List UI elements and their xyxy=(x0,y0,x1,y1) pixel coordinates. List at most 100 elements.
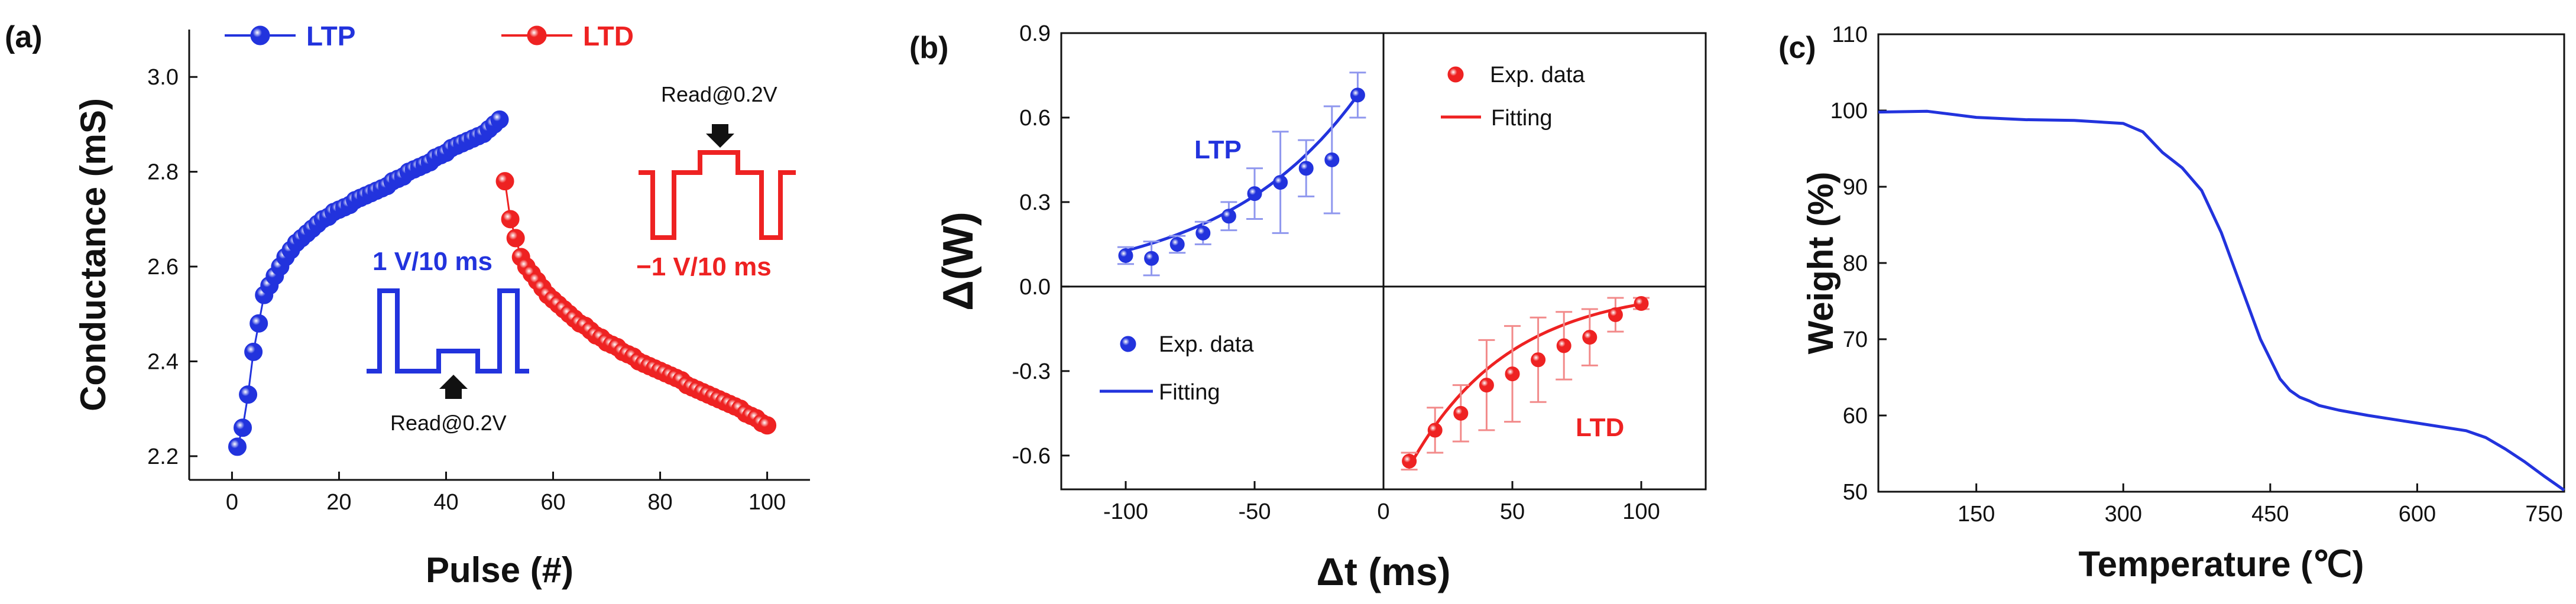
ltd-label: LTD xyxy=(1576,413,1624,442)
ltp-fit-curve xyxy=(1125,94,1359,252)
y-tick-label: 80 xyxy=(1843,251,1868,276)
ltd-read-label: Read@0.2V xyxy=(661,82,777,106)
x-tick-label: 100 xyxy=(749,490,786,515)
y-tick-label: -0.6 xyxy=(1012,444,1051,469)
ltp-pulse-label: 1 V/10 ms xyxy=(372,247,492,276)
panel-b: (b) -0.6 -0.3 0.0 0.3 0.6 0.9 -100 -50 0 50 100 Δt … xyxy=(909,21,1707,593)
legend-label: Exp. data xyxy=(1490,63,1585,87)
x-tick-label: -100 xyxy=(1103,499,1148,524)
data-point xyxy=(1221,209,1236,224)
x-tick-label: 20 xyxy=(326,490,351,515)
data-point xyxy=(1298,161,1314,176)
data-point xyxy=(1634,295,1649,311)
ltd-fit-curve xyxy=(1408,303,1642,468)
x-tick-label: 450 xyxy=(2251,502,2289,527)
ltd-read-arrow xyxy=(706,124,734,148)
data-point xyxy=(1118,248,1133,263)
legend-label: Exp. data xyxy=(1159,332,1254,357)
legend-marker xyxy=(527,25,547,46)
data-point xyxy=(1582,330,1598,345)
panel-a: (a) 2.2 2.4 2.6 2.8 3.0 0 20 40 60 80 100 Pulse (#)… xyxy=(5,20,810,590)
y-axis-title: Conductance (mS) xyxy=(73,98,113,411)
data-point xyxy=(1144,251,1159,266)
x-axis-title: Temperature (℃) xyxy=(2078,544,2364,584)
data-point xyxy=(239,385,258,404)
y-axis-title: Weight (%) xyxy=(1801,172,1841,355)
data-point xyxy=(1273,175,1288,190)
data-point xyxy=(501,210,520,229)
x-axis-title: Pulse (#) xyxy=(426,550,573,590)
data-point xyxy=(758,416,777,435)
data-point xyxy=(490,110,509,129)
y-tick-label: 0.9 xyxy=(1019,21,1051,46)
ltd-pulse-label: −1 V/10 ms xyxy=(636,252,772,281)
data-point xyxy=(244,342,263,361)
data-point xyxy=(1427,423,1443,438)
y-tick-label: 0.0 xyxy=(1019,275,1051,300)
data-point xyxy=(250,314,268,333)
y-tick-label: 0.6 xyxy=(1019,106,1051,131)
x-tick-label: 40 xyxy=(433,490,458,515)
x-tick-label: -50 xyxy=(1239,499,1271,524)
x-tick-label: 100 xyxy=(1622,499,1660,524)
y-tick-label: 60 xyxy=(1843,404,1868,428)
legend-label: Fitting xyxy=(1159,380,1220,405)
x-axis-title: Δt (ms) xyxy=(1316,550,1450,593)
x-tick-label: 80 xyxy=(647,490,672,515)
data-point xyxy=(1531,352,1546,368)
y-tick-label: 70 xyxy=(1843,327,1868,352)
x-tick-label: 60 xyxy=(540,490,565,515)
ltp-read-label: Read@0.2V xyxy=(390,411,507,435)
data-point xyxy=(495,172,514,191)
y-tick-label: 50 xyxy=(1843,480,1868,505)
x-tick-label: 300 xyxy=(2105,502,2142,527)
x-tick-label: 600 xyxy=(2399,502,2436,527)
x-tick-label: 0 xyxy=(226,490,238,515)
data-point xyxy=(1479,378,1494,393)
data-point xyxy=(506,229,525,248)
legend-label: Fitting xyxy=(1491,106,1552,131)
data-point xyxy=(1350,87,1365,103)
y-tick-label: -0.3 xyxy=(1012,359,1051,384)
y-tick-label: 0.3 xyxy=(1019,190,1051,215)
plot-frame xyxy=(1877,33,2565,493)
y-tick-label: 90 xyxy=(1843,175,1868,200)
panel-a-label: (a) xyxy=(5,20,43,54)
data-point xyxy=(1556,338,1571,353)
data-point xyxy=(1505,366,1520,382)
data-point xyxy=(1247,186,1262,202)
data-point xyxy=(234,418,252,437)
x-tick-label: 50 xyxy=(1500,499,1525,524)
x-tick-label: 0 xyxy=(1377,499,1389,524)
data-point xyxy=(1453,405,1469,421)
y-tick-label: 110 xyxy=(1832,22,1868,47)
y-tick-label: 2.6 xyxy=(147,255,179,280)
ltp-read-arrow xyxy=(439,375,468,399)
panel-b-label: (b) xyxy=(909,31,948,65)
data-point xyxy=(1169,236,1185,252)
y-tick-label: 2.2 xyxy=(147,444,179,469)
data-point xyxy=(1324,152,1340,167)
legend-marker xyxy=(250,25,270,46)
tga-curve xyxy=(1878,109,2565,492)
data-point xyxy=(228,437,247,456)
ltp-pulse-waveform xyxy=(367,288,529,374)
legend-marker xyxy=(1447,66,1464,83)
data-point xyxy=(1195,225,1211,241)
ltd-pulse-waveform xyxy=(639,150,796,240)
data-point xyxy=(1608,307,1623,323)
y-tick-label: 2.8 xyxy=(147,160,179,185)
legend-label: LTP xyxy=(306,21,355,51)
x-tick-label: 750 xyxy=(2525,502,2562,527)
y-tick-label: 2.4 xyxy=(147,349,179,374)
data-point xyxy=(1402,453,1417,469)
panel-c-label: (c) xyxy=(1778,31,1816,65)
ltp-label: LTP xyxy=(1194,135,1242,164)
y-tick-label: 3.0 xyxy=(147,65,179,90)
x-tick-label: 150 xyxy=(1958,502,1995,527)
y-axis-title: Δ(W) xyxy=(935,212,982,311)
y-tick-label: 100 xyxy=(1830,99,1868,124)
panel-c: (c) 50 60 70 80 90 100 110 150 300 450 600 750 Tempe… xyxy=(1778,22,2565,584)
legend-marker xyxy=(1120,336,1136,352)
